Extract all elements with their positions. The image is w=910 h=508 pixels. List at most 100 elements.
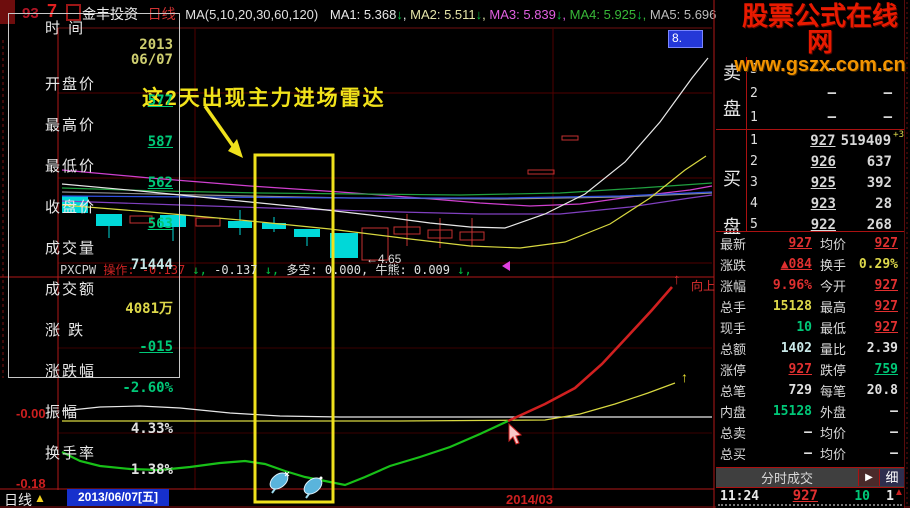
- info-value: —: [890, 425, 898, 440]
- info-value: 15128: [772, 404, 812, 419]
- ask-row[interactable]: 2 — —: [746, 81, 904, 105]
- ma-value: 5.839: [523, 7, 556, 22]
- crosshair-field-label: 振幅: [45, 404, 80, 421]
- ma-value: 5.511: [444, 7, 476, 22]
- info-value: 927: [874, 278, 898, 293]
- background-window-fragment-text: 7: [47, 1, 58, 21]
- crosshair-field-label: 最高价: [45, 117, 97, 134]
- info-label: 均价: [820, 426, 847, 441]
- info-label: 涨幅: [720, 279, 747, 294]
- crosshair-field-value: 71444: [130, 257, 173, 273]
- ma-value: 5.925: [603, 7, 637, 22]
- info-label: 均价: [820, 237, 847, 252]
- play-icon[interactable]: ▶: [858, 469, 879, 486]
- tick-trade-title[interactable]: 分时成交: [760, 471, 813, 486]
- info-value: 927: [874, 236, 898, 251]
- crosshair-field-value: 562: [147, 175, 173, 191]
- bid-volume: 519409: [840, 132, 892, 149]
- bid-level: 4: [750, 196, 758, 211]
- status-bar: 日线 ▲ 2013/06/07[五]: [0, 489, 714, 508]
- market-info-grid: 最新 927 均价 927 涨跌 ▲084 换手 0.29% 涨幅 9.96% 今开 927 总手 151…: [716, 233, 904, 464]
- ask-row[interactable]: 3 — —: [746, 57, 904, 81]
- watermark: 股票公式在线网 www.gszx.com.cn: [730, 3, 910, 75]
- info-value: —: [804, 446, 812, 461]
- period-label[interactable]: 日线: [147, 6, 176, 22]
- bid-row[interactable]: 2 926 637: [746, 151, 904, 172]
- ask-level: 2: [750, 85, 758, 101]
- ma-label: MA4:: [569, 7, 604, 22]
- info-value: 2.39: [866, 341, 898, 356]
- divider: [716, 231, 904, 232]
- triangle-up-icon[interactable]: ▲: [34, 491, 46, 505]
- down-arrow-icon: ↓,: [192, 263, 207, 277]
- price-callout: ←4.65: [366, 252, 402, 266]
- bid-price: 926: [810, 153, 836, 170]
- stock-name: 金丰投资: [82, 6, 138, 22]
- bid-row[interactable]: 5 922 268: [746, 214, 904, 235]
- detail-button[interactable]: 细: [879, 469, 904, 486]
- info-value: 927: [874, 299, 898, 314]
- up-arrow-icon: ↑: [673, 271, 681, 288]
- title-bar: 93 7 金丰投资 日线 MA(5,10,20,30,60,120) MA1: …: [0, 0, 727, 27]
- crosshair-field-value: 587: [147, 134, 173, 150]
- down-arrow-icon: ↓: [475, 7, 483, 22]
- crosshair-field-label: 开盘价: [45, 76, 97, 93]
- bid-row[interactable]: 1 927 519409 +3: [746, 130, 904, 151]
- buy-label: 盘: [723, 217, 741, 237]
- crosshair-field-value: 563: [147, 216, 173, 232]
- ask-level: 1: [750, 109, 758, 125]
- bid-extra: +3: [893, 130, 904, 140]
- info-value: —: [890, 404, 898, 419]
- duokong-value: 多空: 0.000,: [286, 263, 369, 277]
- info-value: —: [804, 425, 812, 440]
- tick-count: 1: [886, 488, 894, 504]
- info-label: 换手: [820, 258, 847, 273]
- info-value: 927: [788, 236, 812, 251]
- info-value: 0.29%: [858, 257, 898, 272]
- cursor-pointer: [508, 422, 523, 445]
- crosshair-info-panel: 时 间 2013 06/07 开盘价 577 最高价 587 最低价 562 收盘价 563 成…: [8, 13, 180, 478]
- time-year-value: 2013: [139, 37, 173, 53]
- up-arrow-icon: ↑: [681, 369, 688, 385]
- ma-separator: ,: [642, 7, 650, 22]
- info-value: 759: [874, 362, 898, 377]
- bid-level: 1: [750, 133, 758, 148]
- info-label: 每笔: [820, 384, 847, 399]
- ask-row[interactable]: 1 — —: [746, 105, 904, 129]
- buy-label: 买: [723, 169, 741, 189]
- bid-row[interactable]: 4 923 28: [746, 193, 904, 214]
- bid-row[interactable]: 3 925 392: [746, 172, 904, 193]
- market-info-row: 最新 927 均价 927: [716, 233, 904, 254]
- niuxiong-value: 牛熊: 0.009: [375, 263, 451, 277]
- indicator-readout: PXCPW 操作: -0.137 ↓, -0.137 ↓, 多空: 0.000,…: [60, 261, 472, 278]
- scroll-up-icon[interactable]: ▲: [894, 487, 904, 498]
- market-info-row: 总额 1402 量比 2.39: [716, 338, 904, 359]
- indicator-name: PXCPW: [60, 263, 97, 277]
- ma-lines: [61, 57, 713, 249]
- bid-volume: 268: [866, 216, 892, 233]
- ma-separator: ,: [402, 7, 411, 22]
- crosshair-field-value: 4081万: [125, 301, 173, 317]
- order-book-labels: 卖 盘 买 盘: [718, 57, 746, 239]
- bid-volume: 637: [866, 153, 892, 170]
- ask-volume: —: [883, 85, 892, 101]
- down-arrow-icon: ↓: [636, 7, 643, 22]
- time-label: 时 间: [45, 20, 86, 37]
- down-arrow-icon: ↓,: [457, 263, 472, 277]
- indicator-axis-zero: -0.00: [16, 406, 46, 421]
- crosshair-field-label: 最低价: [45, 158, 97, 175]
- ma-label: MA1:: [329, 7, 364, 22]
- bid-level: 5: [750, 217, 758, 232]
- ask-level: 3: [750, 61, 758, 77]
- info-value: 9.96%: [772, 278, 812, 293]
- tick-trade-bar[interactable]: 分时成交 ▶ 细: [716, 467, 904, 488]
- info-label: 最新: [720, 237, 747, 252]
- current-date-box: 2013/06/07[五]: [67, 489, 169, 506]
- period-selector[interactable]: 日线: [4, 492, 32, 508]
- radar-icon: [269, 471, 290, 494]
- info-label: 量比: [820, 342, 847, 357]
- down-arrow-icon: ↓: [396, 7, 403, 22]
